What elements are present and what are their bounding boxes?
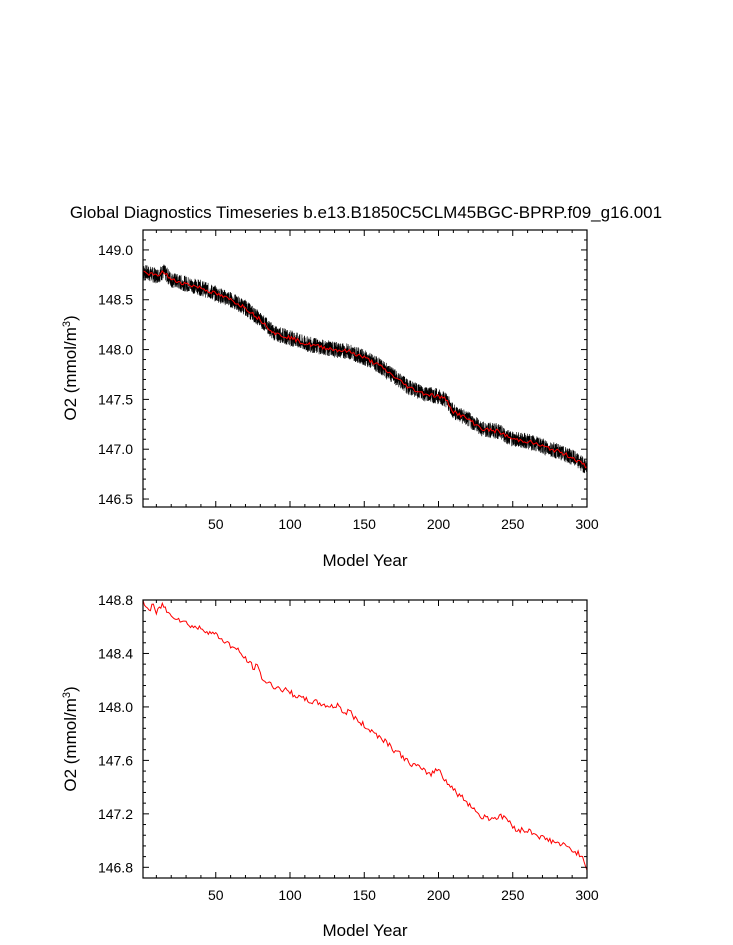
bottom-plot-frame bbox=[142, 599, 588, 879]
bottom-x-tick-label: 50 bbox=[208, 887, 224, 903]
chart-title: Global Diagnostics Timeseries b.e13.B185… bbox=[70, 203, 662, 222]
bottom-x-tick-label: 300 bbox=[575, 887, 599, 903]
top-y-tick-label: 148.5 bbox=[98, 292, 133, 308]
top-y-tick-label: 147.5 bbox=[98, 391, 133, 407]
bottom-y-tick-label: 148.4 bbox=[98, 645, 133, 661]
top-x-tick-label: 150 bbox=[353, 516, 377, 532]
top-y-tick-label: 149.0 bbox=[98, 242, 133, 258]
top-x-tick-label: 250 bbox=[501, 516, 525, 532]
top-x-tick-label: 200 bbox=[427, 516, 451, 532]
top-y-tick-label: 147.0 bbox=[98, 441, 133, 457]
top-y-axis-title: O2 (mmol/m3) bbox=[61, 315, 80, 420]
bottom-y-tick-label: 147.2 bbox=[98, 806, 133, 822]
bottom-x-tick-label: 250 bbox=[501, 887, 525, 903]
bottom-y-tick-label: 147.6 bbox=[98, 752, 133, 768]
top-plot-frame bbox=[142, 229, 588, 508]
bottom-x-tick-label: 100 bbox=[278, 887, 302, 903]
top-y-tick-label: 146.5 bbox=[98, 491, 133, 507]
bottom-y-tick-label: 148.0 bbox=[98, 699, 133, 715]
bottom-y-tick-label: 146.8 bbox=[98, 859, 133, 875]
top-y-tick-label: 148.0 bbox=[98, 342, 133, 358]
bottom-series-annual-line bbox=[142, 600, 588, 871]
top-x-tick-label: 50 bbox=[208, 516, 224, 532]
top-x-tick-label: 300 bbox=[575, 516, 599, 532]
bottom-y-tick-label: 148.8 bbox=[98, 592, 133, 608]
bottom-x-tick-label: 150 bbox=[353, 887, 377, 903]
top-x-tick-label: 100 bbox=[278, 516, 302, 532]
bottom-x-axis-title: Model Year bbox=[322, 921, 407, 940]
bottom-x-tick-label: 200 bbox=[427, 887, 451, 903]
bottom-chart: 50 100 150 200 250 300 146.8 147.2 147.6 148.0 148… bbox=[61, 592, 599, 940]
top-series-monthly-line bbox=[142, 264, 588, 474]
top-x-axis-title: Model Year bbox=[322, 551, 407, 570]
bottom-y-axis-title: O2 (mmol/m3) bbox=[61, 686, 80, 791]
top-chart: Global Diagnostics Timeseries b.e13.B185… bbox=[61, 203, 662, 570]
top-series-annual-line bbox=[142, 269, 588, 469]
